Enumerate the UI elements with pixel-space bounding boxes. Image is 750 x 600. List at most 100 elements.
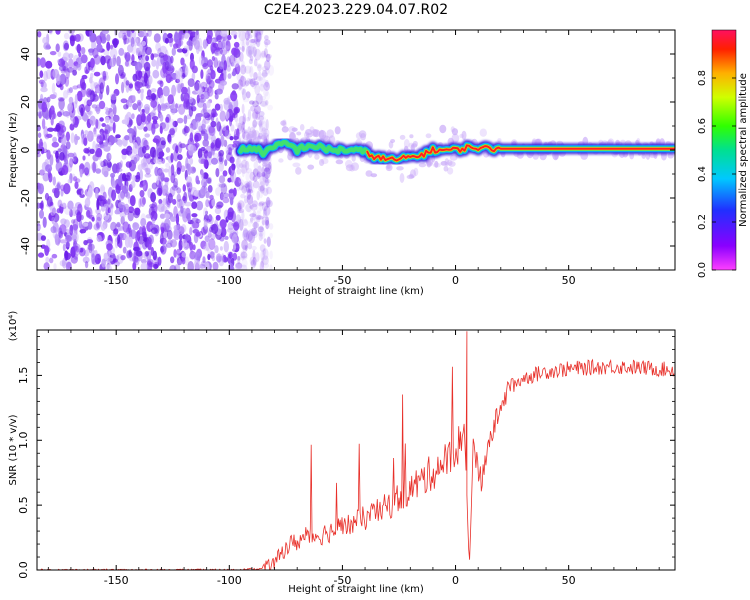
ridge-halo-speck	[304, 131, 310, 139]
noise-speck	[116, 221, 121, 228]
noise-speck	[236, 73, 242, 81]
noise-speck	[113, 88, 120, 97]
noise-speck	[245, 181, 250, 194]
noise-speck	[227, 211, 234, 221]
noise-speck	[260, 99, 268, 107]
noise-speck	[45, 113, 50, 120]
noise-speck	[110, 221, 117, 232]
noise-speck	[139, 196, 146, 207]
noise-speck	[247, 30, 252, 37]
noise-speck	[265, 53, 272, 59]
noise-speck	[248, 231, 256, 244]
noise-speck	[178, 198, 185, 209]
noise-speck	[262, 248, 269, 260]
noise-speck	[240, 39, 245, 47]
noise-speck	[108, 153, 112, 159]
ridge-halo-speck	[434, 160, 439, 168]
noise-speck	[134, 80, 141, 92]
noise-speck	[233, 41, 240, 48]
noise-speck	[86, 190, 91, 201]
noise-speck	[165, 147, 171, 153]
noise-speck	[252, 30, 259, 38]
noise-speck	[252, 221, 259, 229]
noise-speck	[200, 186, 206, 195]
ridge-halo-speck	[314, 154, 320, 160]
noise-speck	[173, 225, 178, 231]
noise-speck	[175, 103, 178, 110]
noise-speck	[107, 257, 114, 262]
x-tick-label: -50	[333, 574, 351, 587]
noise-speck	[208, 125, 215, 134]
noise-speck	[238, 115, 246, 126]
noise-speck	[263, 81, 271, 91]
noise-speck	[144, 133, 150, 138]
noise-speck	[261, 164, 268, 177]
noise-speck	[59, 58, 64, 64]
noise-speck	[263, 138, 269, 144]
noise-speck	[238, 216, 244, 225]
noise-speck	[204, 235, 210, 242]
noise-speck	[268, 161, 272, 171]
noise-speck	[230, 31, 238, 36]
noise-speck	[132, 142, 139, 155]
noise-speck	[156, 187, 162, 197]
noise-speck	[63, 42, 69, 51]
noise-speck	[136, 50, 142, 57]
noise-speck	[238, 30, 246, 42]
noise-speck	[242, 244, 248, 253]
noise-speck	[269, 264, 273, 270]
noise-speck	[125, 204, 130, 210]
noise-speck	[211, 56, 215, 61]
noise-speck	[198, 125, 204, 133]
noise-speck	[153, 33, 161, 43]
ridge-halo-speck	[667, 153, 674, 159]
noise-speck	[133, 246, 140, 252]
noise-speck	[189, 241, 194, 251]
noise-speck	[144, 115, 151, 125]
noise-speck	[244, 30, 250, 41]
noise-speck	[162, 184, 169, 194]
noise-speck	[108, 141, 112, 148]
noise-speck	[45, 60, 53, 69]
ridge-halo-speck	[399, 173, 405, 183]
noise-speck	[145, 55, 150, 62]
noise-speck	[66, 67, 75, 73]
noise-speck	[251, 184, 255, 196]
noise-speck	[55, 161, 63, 173]
ridge-halo-speck	[390, 139, 396, 143]
noise-speck	[247, 221, 252, 228]
noise-speck	[143, 237, 148, 243]
noise-speck	[86, 130, 94, 142]
noise-speck	[250, 38, 257, 43]
noise-speck	[105, 205, 109, 216]
noise-speck	[84, 161, 91, 174]
noise-speck	[133, 258, 139, 264]
noise-speck	[136, 171, 141, 179]
ridge-halo-speck	[396, 166, 404, 171]
noise-speck	[118, 191, 125, 201]
noise-speck	[63, 32, 70, 40]
noise-speck	[159, 213, 166, 219]
noise-speck	[170, 108, 178, 114]
noise-speck	[122, 246, 127, 254]
noise-speck	[164, 61, 170, 70]
noise-speck	[52, 136, 57, 143]
noise-speck	[241, 31, 246, 44]
noise-speck	[110, 94, 117, 106]
noise-speck	[236, 168, 242, 175]
noise-speck	[156, 143, 161, 155]
noise-speck	[99, 82, 104, 95]
noise-speck	[227, 147, 233, 156]
noise-speck	[251, 230, 258, 236]
noise-speck	[109, 58, 116, 68]
noise-speck	[106, 85, 110, 96]
noise-speck	[245, 203, 252, 213]
noise-speck	[241, 41, 245, 53]
noise-speck	[155, 59, 159, 70]
noise-speck	[42, 172, 50, 182]
noise-speck	[254, 30, 258, 38]
snr-y-label: SNR (10 * v/v)	[8, 414, 19, 485]
noise-speck	[167, 94, 174, 105]
noise-speck	[87, 221, 93, 230]
colorbar-tick-label: 0.4	[697, 166, 708, 182]
